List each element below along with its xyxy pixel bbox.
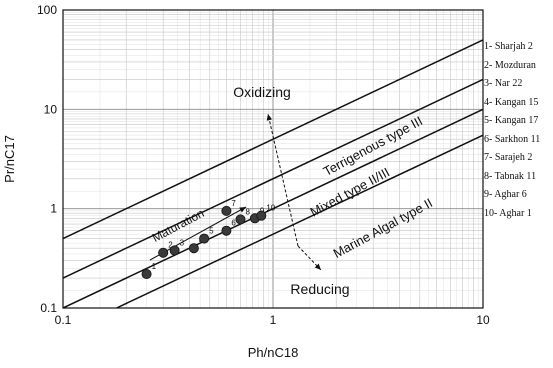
data-point-label: 6 (231, 219, 236, 228)
boundary-line (116, 134, 483, 308)
x-tick-label: 1 (270, 313, 277, 327)
data-point (199, 233, 210, 244)
legend-item: 9- Aghar 6 (484, 189, 527, 200)
legend-item: 3- Nar 22 (484, 78, 523, 89)
y-tick-label: 1 (50, 202, 57, 216)
reducing-arrow (297, 245, 322, 271)
data-point (221, 205, 232, 216)
region-label-oxidizing: Oxidizing (233, 84, 291, 100)
x-tick-label: 10 (476, 313, 490, 327)
y-tick-label: 10 (44, 102, 58, 116)
oxidizing-arrow (266, 113, 299, 247)
data-point-label: 1 (152, 262, 157, 271)
region-label-reducing: Reducing (290, 281, 349, 297)
legend-item: 6- Sarkhon 11 (484, 133, 541, 145)
data-point (141, 268, 152, 279)
legend: 1- Sharjah 2 2- Mozduran 3- Nar 22 4- Ka… (484, 38, 552, 223)
boundary-line (63, 108, 483, 308)
tick-labels: 0.1 1 10 0.1 1 10 100 (37, 3, 490, 327)
data-point-label: 5 (209, 227, 214, 236)
y-tick-label: 0.1 (40, 301, 57, 315)
data-point (188, 243, 199, 254)
boundary-line (63, 78, 483, 279)
data-point (158, 247, 169, 258)
boundary-line (63, 39, 483, 240)
y-tick-label: 100 (37, 3, 57, 17)
legend-item: 7- Sarajeh 2 (484, 152, 533, 163)
data-point-label: 10 (266, 204, 275, 213)
data-point (221, 225, 232, 236)
data-point (169, 245, 180, 256)
data-point-label: 8 (245, 207, 250, 216)
data-point (256, 210, 267, 221)
legend-item: 5- Kangan 17 (484, 115, 539, 126)
legend-item: 2- Mozduran (484, 59, 536, 71)
boundary-lines (63, 39, 483, 308)
legend-item: 10- Aghar 1 (484, 207, 532, 219)
data-point-label: 3 (180, 238, 185, 247)
zone-label-marine: Marine Algal type II (331, 195, 435, 261)
data-point-label: 7 (231, 199, 236, 208)
y-axis-label: Pr/nC17 (2, 135, 17, 183)
plot-frame (62, 9, 484, 309)
legend-item: 1- Sharjah 2 (484, 41, 533, 52)
x-tick-label: 0.1 (55, 313, 72, 327)
legend-item: 8- Tabnak 11 (484, 170, 537, 182)
x-axis-label: Ph/nC18 (248, 345, 299, 360)
data-points: 12345678910 (141, 199, 276, 279)
grid (62, 10, 483, 309)
data-point (235, 214, 246, 225)
legend-item: 4- Kangan 15 (484, 96, 539, 108)
data-point-label: 2 (168, 241, 173, 250)
